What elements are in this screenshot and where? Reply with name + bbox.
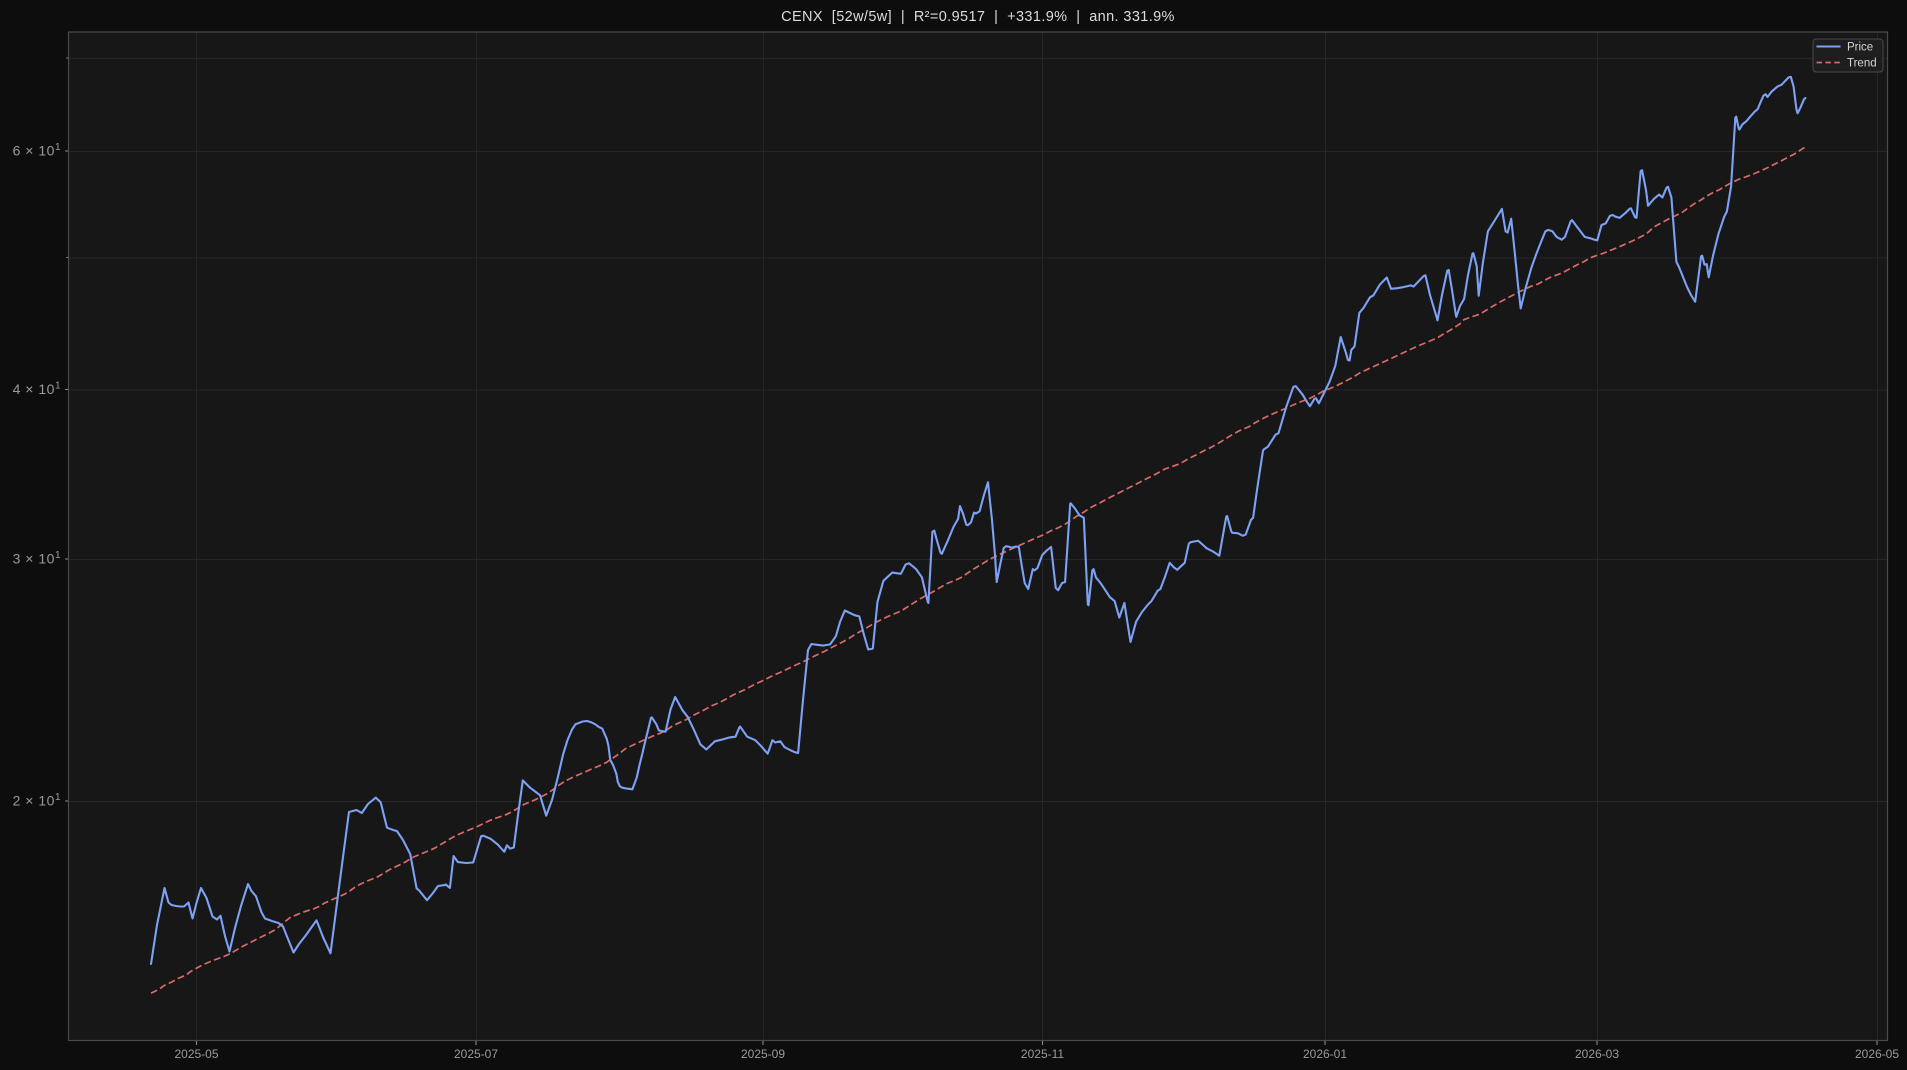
svg-text:2026-01: 2026-01 (1303, 1047, 1347, 1061)
svg-text:2026-05: 2026-05 (1855, 1047, 1899, 1061)
svg-text:CENX [52w/5w] | R²=0.9517: CENX [52w/5w] | R²=0.9517 | +331.9% | an… (781, 9, 1175, 25)
svg-text:Price: Price (1847, 42, 1873, 54)
svg-text:2 × 101: 2 × 101 (13, 792, 61, 809)
svg-text:2025-09: 2025-09 (741, 1047, 785, 1061)
svg-text:3 × 101: 3 × 101 (13, 550, 61, 567)
svg-text:2025-07: 2025-07 (454, 1047, 498, 1061)
svg-text:4 × 101: 4 × 101 (13, 381, 61, 398)
svg-text:Trend: Trend (1847, 58, 1877, 70)
svg-text:6 × 101: 6 × 101 (13, 142, 61, 159)
svg-text:2026-03: 2026-03 (1575, 1047, 1619, 1061)
svg-text:2025-05: 2025-05 (174, 1047, 218, 1061)
svg-text:2025-11: 2025-11 (1021, 1047, 1064, 1061)
